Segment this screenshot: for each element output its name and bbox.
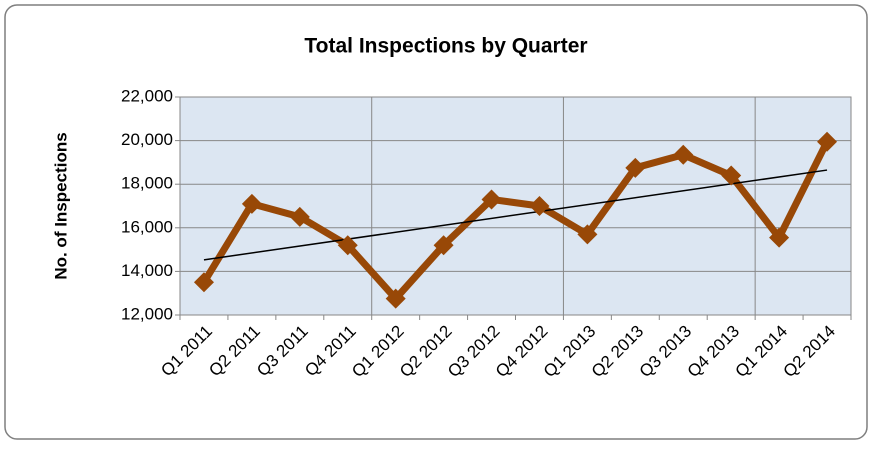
trendline [203, 169, 828, 261]
y-tick-label: 12,000 [121, 304, 173, 323]
y-tick-label: 14,000 [121, 261, 173, 280]
data-point [241, 193, 262, 214]
series-line [200, 140, 831, 303]
data-point [289, 206, 310, 227]
data-point [481, 189, 502, 210]
data-point [193, 272, 214, 293]
data-point [529, 196, 550, 216]
data-point [625, 157, 646, 178]
data-point [385, 288, 406, 309]
y-tick-label: 22,000 [121, 86, 173, 105]
data-point [577, 224, 598, 245]
y-tick-label: 20,000 [121, 130, 173, 149]
data-point [673, 144, 694, 165]
chart-title: Total Inspections by Quarter [304, 35, 587, 58]
y-tick-label: 16,000 [121, 217, 173, 236]
y-tick-label: 18,000 [121, 174, 173, 193]
data-point [721, 165, 742, 186]
y-axis-label: No. of Inspections [51, 132, 70, 279]
data-point [337, 235, 358, 256]
data-point [769, 227, 790, 248]
data-point [817, 131, 838, 152]
data-point [433, 235, 454, 256]
